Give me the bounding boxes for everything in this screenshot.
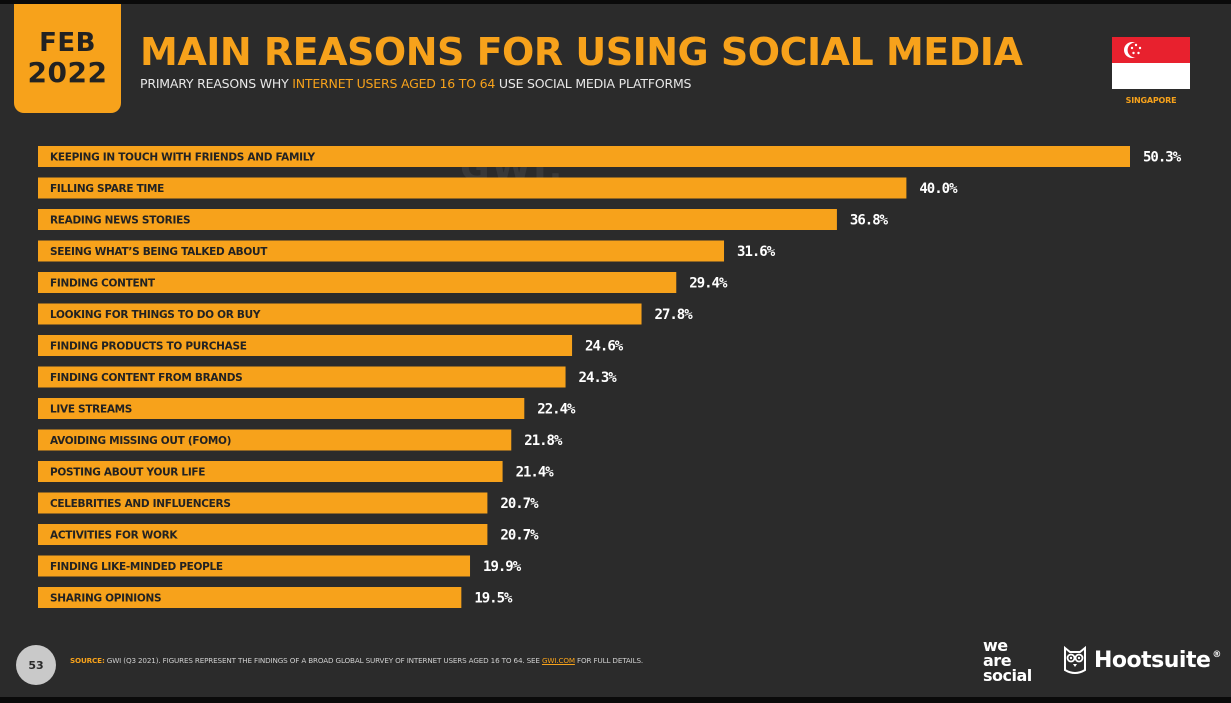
bar-category-label: AVOIDING MISSING OUT (FOMO): [50, 435, 231, 447]
date-badge: FEB 2022: [14, 4, 121, 113]
bar: [38, 146, 1130, 167]
date-year: 2022: [27, 55, 108, 89]
bar-category-label: READING NEWS STORIES: [50, 215, 190, 227]
bar-category-label: ACTIVITIES FOR WORK: [50, 530, 178, 542]
bar-category-label: POSTING ABOUT YOUR LIFE: [50, 467, 205, 479]
page-subtitle: PRIMARY REASONS WHY INTERNET USERS AGED …: [140, 76, 691, 91]
we-are-social-logo: we are social: [983, 636, 1032, 685]
page-title: MAIN REASONS FOR USING SOCIAL MEDIA: [140, 30, 1023, 74]
bar: [38, 177, 907, 199]
bar: [38, 587, 462, 608]
bar: [38, 209, 837, 230]
source-note: SOURCE: GWI (Q3 2021). FIGURES REPRESENT…: [70, 656, 643, 665]
bar-value-label: 21.8%: [524, 433, 563, 449]
bar-value-label: 27.8%: [655, 307, 694, 323]
bar-value-label: 50.3%: [1143, 150, 1182, 166]
bar: [38, 335, 573, 356]
page-number: 53: [16, 645, 56, 685]
bar: [38, 366, 566, 388]
bar-value-label: 21.4%: [516, 465, 555, 481]
bar-value-label: 19.5%: [474, 591, 513, 607]
source-text: GWI (Q3 2021). FIGURES REPRESENT THE FIN…: [104, 656, 542, 665]
bottom-border: [0, 697, 1231, 703]
subtitle-prefix: PRIMARY REASONS WHY: [140, 76, 293, 91]
bar: [38, 429, 512, 451]
bar-value-label: 19.9%: [483, 559, 522, 575]
bar-value-label: 29.4%: [689, 276, 728, 292]
subtitle-highlight: INTERNET USERS AGED 16 TO 64: [292, 76, 496, 91]
bar: [38, 272, 677, 293]
hootsuite-logo: Hootsuite ®: [1062, 644, 1221, 676]
bar-category-label: CELEBRITIES AND INFLUENCERS: [50, 498, 231, 510]
bar-category-label: LOOKING FOR THINGS TO DO OR BUY: [50, 309, 261, 321]
bar-value-label: 36.8%: [850, 213, 889, 229]
bar: [38, 461, 503, 482]
bar-value-label: 31.6%: [737, 244, 776, 260]
bar-category-label: FINDING CONTENT: [50, 278, 156, 290]
bar-category-label: SHARING OPINIONS: [50, 593, 161, 605]
bar-value-label: 24.6%: [585, 339, 624, 355]
bar-category-label: FILLING SPARE TIME: [50, 183, 164, 195]
source-link[interactable]: GWI.COM: [541, 656, 575, 665]
logo-are: are: [983, 651, 1012, 670]
bar: [38, 555, 471, 577]
bar-category-label: FINDING CONTENT FROM BRANDS: [50, 372, 242, 384]
bar: [38, 398, 525, 419]
bar: [38, 303, 642, 325]
source-end: FOR FULL DETAILS.: [574, 656, 644, 665]
logo-we: we: [983, 636, 1008, 655]
singapore-flag-icon: [1112, 37, 1190, 89]
bar-category-label: KEEPING IN TOUCH WITH FRIENDS AND FAMILY: [50, 152, 316, 164]
bar: [38, 240, 725, 262]
bar-category-label: FINDING LIKE-MINDED PEOPLE: [50, 561, 223, 573]
bar-value-label: 40.0%: [919, 181, 958, 197]
bar-value-label: 20.7%: [500, 528, 539, 544]
bar-category-label: SEEING WHAT’S BEING TALKED ABOUT: [50, 246, 268, 258]
bar-value-label: 24.3%: [579, 370, 618, 386]
subtitle-suffix: USE SOCIAL MEDIA PLATFORMS: [495, 76, 692, 91]
hootsuite-wordmark: Hootsuite: [1094, 647, 1211, 673]
bar-category-label: FINDING PRODUCTS TO PURCHASE: [50, 341, 247, 353]
top-border: [0, 0, 1231, 4]
bar-value-label: 20.7%: [500, 496, 539, 512]
hootsuite-registered: ®: [1212, 650, 1221, 660]
bar: [38, 524, 488, 545]
bar-category-label: LIVE STREAMS: [50, 404, 132, 416]
logo-social: social: [983, 666, 1032, 685]
bar: [38, 492, 488, 514]
bar-value-label: 22.4%: [537, 402, 576, 418]
country-label: SINGAPORE: [1125, 96, 1177, 105]
date-month: FEB: [39, 27, 96, 58]
owl-icon: [1064, 645, 1086, 674]
source-label: SOURCE:: [70, 656, 105, 665]
